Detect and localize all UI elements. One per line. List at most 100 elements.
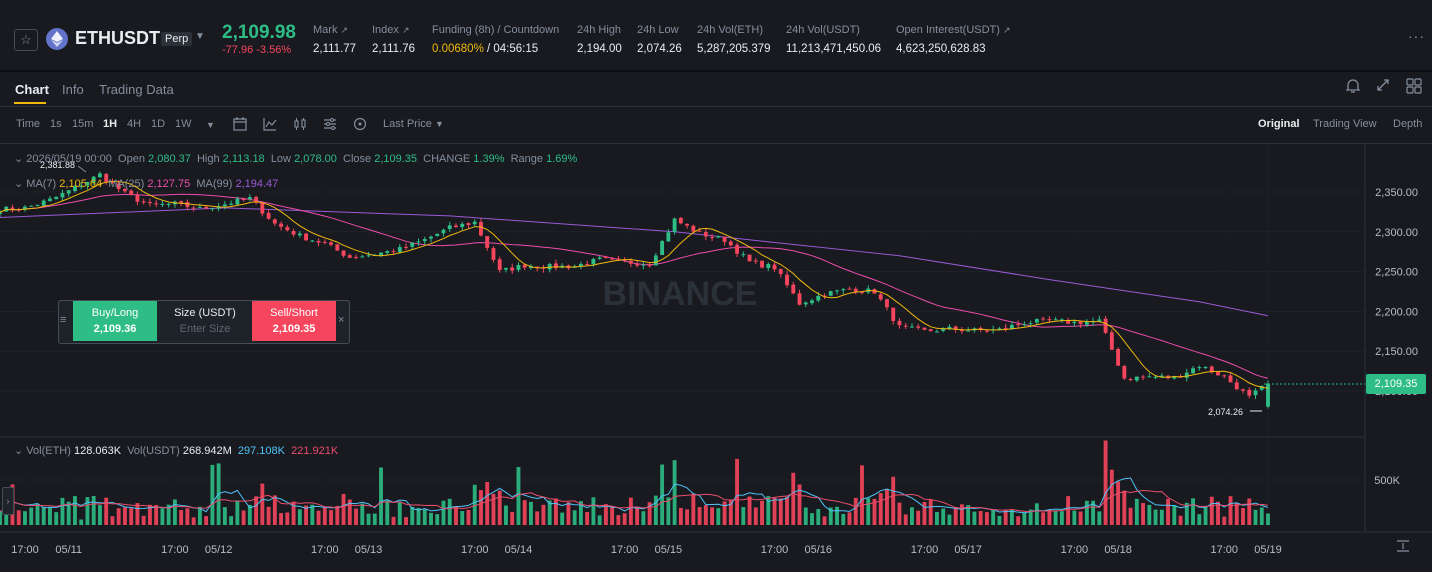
symbol-name[interactable]: ETHUSDT <box>75 28 160 48</box>
volume-bar <box>79 519 84 525</box>
view-original[interactable]: Original <box>1258 118 1300 130</box>
size-label: Size (USDT) <box>174 307 236 319</box>
volume-bar <box>597 515 602 525</box>
candle-body <box>797 293 802 305</box>
volume-bar <box>585 511 590 525</box>
candle-body <box>116 183 121 189</box>
price-chart[interactable]: BINANCE 2,350.00 2,300.00 2,250.00 2,200.00… <box>0 144 1432 572</box>
close-icon[interactable]: × <box>338 314 345 326</box>
volume-bar <box>341 493 346 525</box>
ma25-value: 2,127.75 <box>147 178 191 190</box>
volume-ma-lines <box>0 477 1269 514</box>
indicators-icon[interactable] <box>263 117 279 131</box>
favorite-star-icon[interactable]: ☆ <box>14 29 38 51</box>
candle-body <box>60 192 65 198</box>
collapse-chevron-icon[interactable]: ⌄ <box>14 445 24 457</box>
crosshair-icon[interactable] <box>353 117 369 131</box>
volume-bar <box>316 510 321 525</box>
candle-body <box>479 221 483 236</box>
volume-bar <box>266 506 271 525</box>
interval-1d[interactable]: 1D <box>151 118 166 130</box>
calendar-icon[interactable] <box>233 117 249 131</box>
last-price: 2,109.98 <box>222 22 296 43</box>
volume-bar <box>710 507 715 525</box>
volume-bar <box>135 503 140 525</box>
candle-body <box>454 225 458 228</box>
settings-sliders-icon[interactable] <box>323 117 339 131</box>
volume-bar <box>660 464 665 525</box>
volume-bar <box>460 511 465 525</box>
tab-chart[interactable]: Chart <box>15 82 49 97</box>
interval-1h[interactable]: 1H <box>103 118 118 130</box>
volume-bar <box>1259 507 1264 525</box>
side-panel-toggle-chevron-icon[interactable]: › <box>2 487 14 515</box>
volume-bar <box>1009 509 1014 525</box>
stat-index[interactable]: Index ↗ 2,111.76 <box>372 24 415 55</box>
price-axis: 2,350.00 2,300.00 2,250.00 2,200.00 2,150.00… <box>1374 187 1418 487</box>
candle-body <box>860 291 864 293</box>
candle-type-icon[interactable] <box>293 117 309 131</box>
x-tick-label: 17:00 <box>161 544 189 556</box>
stat-label: Open Interest(USDT) <box>896 24 1000 36</box>
alert-bell-icon[interactable] <box>1345 78 1361 97</box>
view-depth[interactable]: Depth <box>1393 118 1423 130</box>
eth-coin-icon <box>46 28 68 50</box>
interval-15m[interactable]: 15m <box>72 118 94 130</box>
fullscreen-icon[interactable] <box>1376 78 1390 97</box>
layout-grid-icon[interactable] <box>1406 78 1422 97</box>
collapse-chevron-icon[interactable]: ⌄ <box>14 153 24 165</box>
candle-body <box>847 288 852 290</box>
volume-bar <box>741 507 746 525</box>
price-type-dropdown[interactable]: Last Price ▼ <box>383 118 444 130</box>
candle-body <box>341 250 346 256</box>
low-marker-label: 2,074.26 <box>1208 407 1243 417</box>
interval-1s[interactable]: 1s <box>50 118 62 130</box>
change-label: CHANGE <box>423 153 471 165</box>
buy-long-button[interactable]: Buy/Long 2,109.36 <box>73 301 157 341</box>
stat-mark[interactable]: Mark ↗ 2,111.77 <box>313 24 356 55</box>
interval-dropdown-icon[interactable]: ▼ <box>206 120 215 130</box>
drag-handle-icon[interactable]: ≡ <box>60 314 67 326</box>
stat-open-interest[interactable]: Open Interest(USDT) ↗ 4,623,250,628.83 <box>896 24 1011 55</box>
external-link-icon: ↗ <box>1002 25 1011 35</box>
tab-trading-data[interactable]: Trading Data <box>99 82 174 97</box>
volume-bar <box>1047 509 1052 525</box>
volume-bar <box>1203 505 1208 525</box>
candle-body <box>360 256 365 258</box>
volume-bar <box>691 493 696 525</box>
tab-info[interactable]: Info <box>62 82 84 97</box>
volume-bar <box>760 500 764 525</box>
interval-1w[interactable]: 1W <box>175 118 192 130</box>
volume-bar <box>391 516 396 525</box>
candle-body <box>710 237 715 239</box>
candle-body <box>1159 375 1164 378</box>
sell-short-button[interactable]: Sell/Short 2,109.35 <box>252 301 336 341</box>
volume-bar <box>1034 503 1039 525</box>
volume-bar <box>966 505 971 525</box>
interval-4h[interactable]: 4H <box>127 118 142 130</box>
stat-label: 24h Vol(USDT) <box>786 24 860 36</box>
volume-bar <box>653 495 658 525</box>
collapse-chevron-icon[interactable]: ⌄ <box>14 178 24 190</box>
candle-body <box>416 241 421 243</box>
symbol-dropdown-chevron-icon[interactable]: ▼ <box>195 31 205 42</box>
volume-bar <box>166 504 171 525</box>
more-options-icon[interactable]: ··· <box>1408 28 1425 44</box>
volume-bar <box>1234 503 1239 525</box>
volume-bar <box>591 497 596 525</box>
size-input[interactable]: Size (USDT) Enter Size <box>160 301 250 341</box>
volume-bar <box>1178 515 1183 525</box>
volume-bar <box>622 513 627 525</box>
volume-bar <box>853 497 858 525</box>
volume-bar <box>98 505 102 525</box>
volume-bar <box>1053 510 1058 525</box>
open-value: 2,080.37 <box>148 153 191 165</box>
vol-usdt-label: Vol(USDT) <box>127 445 180 457</box>
volume-bar <box>1134 498 1139 525</box>
volume-bar <box>1059 511 1064 525</box>
volume-bar <box>1103 440 1108 525</box>
stat-value: 2,194.00 <box>577 43 622 55</box>
view-trading-view[interactable]: Trading View <box>1313 118 1377 130</box>
current-price-tag: 2,109.35 <box>1366 374 1426 394</box>
candle-body <box>835 290 839 292</box>
